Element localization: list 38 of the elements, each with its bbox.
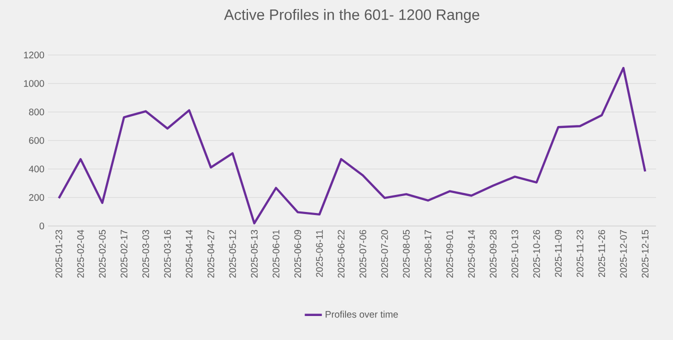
x-tick-label: 2025-06-09 [294,230,302,278]
y-tick-label: 800 [29,108,44,116]
x-tick-label: 2025-11-26 [598,230,606,277]
line-series [58,66,646,224]
x-tick-label: 2025-06-11 [316,230,323,277]
x-tick-label: 2025-08-05 [402,230,410,278]
x-tick-label: 2025-10-26 [533,230,540,278]
x-tick-label: 2025-07-06 [359,230,366,278]
x-tick-label: 2025-05-13 [250,230,258,278]
y-tick-label: 400 [28,166,44,172]
x-tick-label: 2025-11-23 [576,230,584,277]
x-tick-label: 2025-09-01 [446,230,454,278]
x-tick-label: 2025-02-04 [77,230,84,278]
y-tick-label: 200 [29,194,44,201]
x-tick-label: 2025-10-13 [511,230,518,278]
x-tick-label: 2025-06-01 [272,230,280,278]
x-tick-label: 2025-05-12 [229,230,236,278]
x-tick-label: 2025-04-27 [208,230,214,278]
y-tick-label: 1000 [24,80,44,87]
y-tick-label: 600 [29,137,44,144]
chart-title: Active Profiles in the 601- 1200 Range [224,9,480,23]
x-tick-label: 2025-12-15 [642,230,648,278]
x-tick-label: 2025-07-20 [381,230,388,278]
x-tick-label: 2025-01-23 [56,230,62,278]
x-tick-label: 2025-11-09 [554,230,562,277]
y-tick-label: 0 [40,222,44,230]
x-tick-label: 2025-04-14 [186,230,193,278]
x-tick-label: 2025-03-03 [142,230,150,278]
x-tick-label: 2025-06-22 [338,230,345,278]
x-tick-label: 2025-08-17 [424,230,432,278]
x-tick-label: 2025-09-28 [490,230,496,278]
x-tick-label: 2025-09-14 [468,230,475,278]
x-tick-label: 2025-12-07 [620,230,627,278]
x-tick-label: 2025-02-17 [120,230,128,278]
x-tick-label: 2025-03-16 [164,230,171,278]
legend-label: Profiles over time [326,310,398,318]
y-tick-label: 1200 [24,52,44,58]
x-tick-label: 2025-02-05 [98,230,106,278]
